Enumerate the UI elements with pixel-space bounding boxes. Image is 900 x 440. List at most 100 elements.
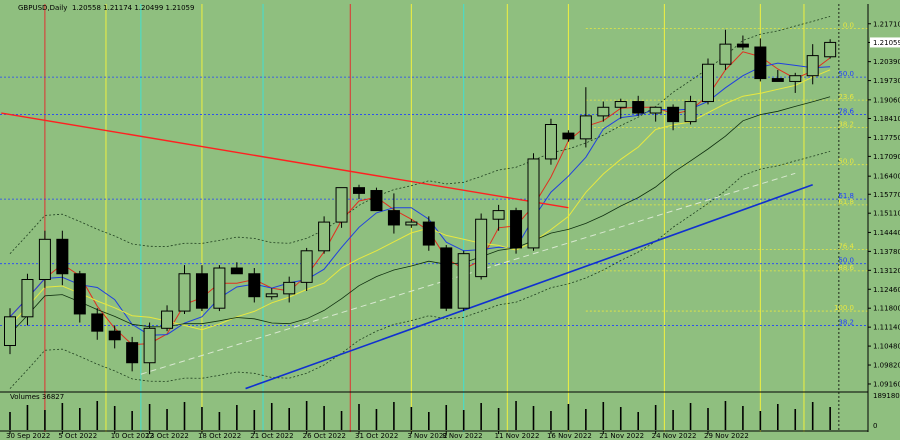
- fib-level-label: 23.6: [838, 93, 854, 101]
- x-tick-label: 21 Oct 2022: [250, 432, 293, 440]
- candle-body: [492, 210, 505, 220]
- candle-body: [806, 55, 819, 77]
- y-tick-label: 1.19060: [873, 96, 900, 104]
- y-tick-label: 1.20390: [873, 58, 900, 66]
- candle-body: [335, 187, 348, 223]
- current-price-box: [870, 37, 900, 48]
- candle-body: [614, 101, 627, 108]
- volume-max-label: 189180: [873, 392, 900, 400]
- y-tick-label: 1.13120: [873, 267, 900, 275]
- x-tick-label: 18 Oct 2022: [198, 432, 241, 440]
- blue-trend-line: [245, 184, 813, 390]
- candle-body: [143, 327, 156, 364]
- fib-level-label: 50.0: [838, 70, 854, 78]
- fib-level-label: 38.2: [838, 120, 854, 128]
- band-lower: [9, 150, 831, 389]
- candle-body: [702, 63, 714, 103]
- candle-body: [544, 124, 557, 160]
- y-tick-label: 1.21710: [873, 20, 900, 28]
- ma-dark: [9, 96, 831, 335]
- price-axis: 1.21710 1.21059 1.20390 1.19730 1.19060 1.184…: [0, 4, 900, 432]
- x-tick-label: 11 Nov 2022: [495, 432, 540, 440]
- candle-body: [4, 316, 16, 347]
- y-tick-label: 1.15770: [873, 191, 900, 199]
- candle-body: [562, 132, 575, 140]
- y-tick-label: 1.17750: [873, 134, 900, 142]
- fib-level-label: 76.4: [838, 242, 854, 250]
- candle-body: [405, 221, 418, 226]
- candle-body: [387, 210, 400, 226]
- x-tick-label: 30 Sep 2022: [6, 432, 50, 440]
- x-tick-label: 21 Nov 2022: [599, 432, 644, 440]
- vertical-lines: [44, 4, 840, 432]
- candle-body: [422, 221, 435, 246]
- candle-body: [91, 313, 104, 332]
- candle-body: [440, 247, 453, 309]
- candle-body: [457, 253, 470, 309]
- y-tick-label: 1.09160: [873, 380, 900, 388]
- fib-level-label: 100.0: [834, 304, 854, 312]
- x-tick-label: 26 Oct 2022: [303, 432, 346, 440]
- candle-body: [178, 273, 191, 312]
- ohlc-label: 1.20558 1.21174 1.20499 1.21059: [72, 4, 194, 12]
- fib-level-label: 78.6: [838, 107, 854, 115]
- candle-body: [353, 187, 365, 194]
- y-tick-label: 1.19730: [873, 77, 900, 85]
- x-tick-label: 16 Nov 2022: [547, 432, 592, 440]
- candle-body: [771, 78, 784, 82]
- candle-body: [527, 158, 540, 249]
- candle-body: [719, 43, 732, 65]
- candle-body: [126, 342, 139, 364]
- candle-body: [510, 210, 523, 249]
- candle-body: [736, 43, 749, 48]
- candle-body: [667, 106, 680, 123]
- candle-body: [21, 278, 34, 318]
- fib-level-label: 61.8: [838, 192, 854, 200]
- y-tick-label: 1.18410: [873, 115, 900, 123]
- candle-body: [789, 75, 802, 82]
- x-tick-label: 13 Oct 2022: [146, 432, 189, 440]
- candle-body: [318, 221, 331, 252]
- candle-body: [213, 267, 226, 309]
- candle-body: [597, 106, 610, 117]
- candle-body: [475, 218, 488, 278]
- y-tick-label: 1.11140: [873, 324, 900, 332]
- x-tick-label: 31 Oct 2022: [355, 432, 398, 440]
- candle-body: [824, 41, 837, 58]
- x-tick-label: 3 Nov 2022: [407, 432, 447, 440]
- y-tick-label: 1.09820: [873, 362, 900, 370]
- candle-body: [161, 310, 174, 329]
- y-tick-label: 1.10480: [873, 343, 900, 351]
- y-tick-label: 1.17090: [873, 153, 900, 161]
- fib-level-label: 0.0: [843, 21, 854, 29]
- candle-body: [108, 330, 121, 341]
- fib-level-label: 50.0: [838, 257, 854, 265]
- candle-body: [632, 101, 645, 114]
- y-tick-label: 1.16400: [873, 173, 900, 181]
- candle-body: [754, 46, 767, 80]
- x-tick-label: 10 Oct 2022: [111, 432, 154, 440]
- x-tick-label: 24 Nov 2022: [652, 432, 697, 440]
- x-tick-label: 8 Nov 2022: [442, 432, 482, 440]
- fib-level-label: 88.6: [838, 264, 854, 272]
- candle-body: [195, 273, 208, 309]
- volume-min-label: 0: [873, 422, 877, 430]
- candle-body: [265, 293, 278, 298]
- x-tick-label: 5 Oct 2022: [58, 432, 97, 440]
- volume-bars: [9, 401, 831, 430]
- candle-body: [300, 250, 313, 283]
- fib-levels: 0.050.023.678.638.250.061.861.876.450.08…: [0, 21, 868, 326]
- candle-body: [56, 238, 69, 275]
- red-trend-line: [1, 112, 569, 209]
- fib-level-label: 50.0: [838, 158, 854, 166]
- fib-level-label: 61.8: [838, 198, 854, 206]
- candle-body: [684, 101, 697, 123]
- candle-body: [230, 267, 243, 275]
- candle-body: [579, 115, 592, 140]
- candle-body: [73, 273, 86, 315]
- y-tick-label: 1.14440: [873, 229, 900, 237]
- x-tick-label: 29 Nov 2022: [704, 432, 749, 440]
- candle-body: [283, 281, 296, 295]
